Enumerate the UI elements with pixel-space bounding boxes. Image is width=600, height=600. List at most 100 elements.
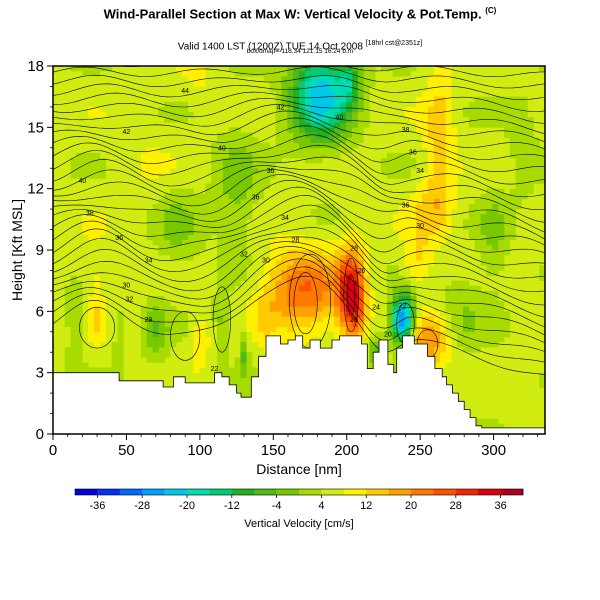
isentrope-line-1 (53, 266, 545, 363)
contour-labels: 44 42 40 38 42 40 36 34 36 40 36 36 38 34 30 36 28 28 32 34… (78, 88, 424, 373)
colorbar-swatch-6 (209, 489, 233, 495)
isentrope-line-19 (53, 125, 545, 172)
contour-label-text-28: 20 (384, 331, 392, 338)
contour-label-text-29: 22 (211, 366, 219, 373)
contour-label-text-20: 30 (262, 258, 270, 265)
colorbar-tick-label-0: -36 (89, 500, 105, 512)
contour-label-24: 24 (372, 305, 380, 312)
isentrope-line-20 (53, 117, 545, 160)
contour-label-10: 36 (252, 194, 260, 201)
velocity-band-4 (146, 66, 505, 379)
colorbar: -36 -28 -20 -12 -4 4 12 20 28 36 (74, 488, 524, 512)
colorbar-swatch-2 (119, 489, 143, 495)
x-tick-label-4: 200 (334, 442, 359, 459)
contour-label-16: 28 (291, 237, 299, 244)
colorbar-swatch-0 (75, 489, 98, 495)
contour-label-text-14: 30 (416, 223, 424, 230)
y-axis: 0 3 6 9 12 15 18 (27, 58, 53, 443)
isentrope-line-8 (53, 215, 545, 292)
velocity-band-15 (398, 311, 405, 327)
contour-label-text-13: 34 (281, 215, 289, 222)
contour-label-text-18: 32 (240, 252, 248, 259)
colorbar-tick-label-8: 28 (450, 500, 462, 512)
colorbar-swatch-18 (478, 489, 501, 495)
contour-label-9: 40 (78, 178, 86, 185)
colorbar-title: Vertical Velocity [cm/s] (244, 518, 353, 530)
velocity-band-9 (299, 260, 364, 327)
chart-subtitle-mark: [18hrl cst@2351z] (365, 40, 423, 47)
chart-title: Wind-Parallel Section at Max W: Vertical… (0, 6, 600, 21)
contour-label-text-16: 28 (291, 237, 299, 244)
colorbar-tick-label-1: -28 (134, 500, 150, 512)
contour-label-text-21: 26 (358, 268, 366, 275)
colorbar-frame (74, 488, 524, 496)
contour-label-text-6: 36 (409, 149, 417, 156)
contour-label-22: 30 (123, 282, 131, 289)
contour-label-text-15: 36 (115, 235, 123, 242)
velocity-band-1 (64, 66, 545, 434)
contour-label-20: 30 (262, 258, 270, 265)
y-tick-label-1: 3 (36, 365, 44, 382)
contour-label-text-12: 38 (86, 211, 94, 218)
y-tick-label-0: 0 (36, 426, 44, 443)
contour-label-29: 22 (211, 366, 219, 373)
contour-label-15: 36 (115, 235, 123, 242)
closed-contour-2 (212, 286, 231, 353)
x-tick-label-6: 300 (481, 442, 506, 459)
colorbar-swatch-19 (500, 489, 524, 495)
colorbar-tick-label-3: -12 (224, 500, 240, 512)
isentrope-line-18 (53, 134, 545, 185)
contour-label-17: 28 (350, 245, 358, 252)
isentrope-line-21 (53, 110, 545, 150)
terrain (53, 335, 545, 434)
contour-label-text-17: 28 (350, 245, 358, 252)
contour-label-text-23: 32 (125, 297, 133, 304)
isentrope-line-13 (53, 174, 545, 240)
x-axis-title: Distance [nm] (256, 461, 342, 477)
chart-subtitle-text: Valid 1400 LST (1200Z) TUE 14 Oct 2008 (177, 41, 363, 53)
colorbar-tick-label-9: 36 (494, 500, 506, 512)
colorbar-swatch-12 (343, 489, 367, 495)
colorbar-swatch-13 (366, 489, 389, 495)
y-tick-label-2: 6 (36, 303, 44, 320)
x-tick-label-5: 250 (408, 442, 433, 459)
contour-label-text-11: 36 (402, 203, 410, 210)
colorbar-swatch-14 (388, 489, 412, 495)
x-axis: 0 50 100 150 200 250 300 (49, 434, 539, 459)
colorbar-swatch-7 (231, 489, 255, 495)
contour-label-21: 26 (358, 268, 366, 275)
terrain-mask (53, 335, 545, 434)
contour-label-text-1: 42 (277, 104, 285, 111)
contour-label-text-27: 26 (350, 317, 358, 324)
contour-label-0: 44 (181, 88, 189, 95)
velocity-band-6 (269, 198, 440, 358)
contour-label-1: 42 (277, 104, 285, 111)
closed-contour-6 (347, 274, 356, 316)
isentrope-line-14 (53, 169, 545, 233)
isentrope-line-27 (53, 66, 545, 89)
contour-label-12: 38 (86, 211, 94, 218)
y-tick-label-4: 12 (27, 181, 44, 198)
contour-label-13: 34 (281, 215, 289, 222)
x-tick-label-1: 50 (118, 442, 135, 459)
closed-contour-0 (79, 306, 115, 349)
contour-label-text-22: 30 (123, 282, 131, 289)
contour-label-text-2: 40 (335, 115, 343, 122)
contour-label-5: 40 (218, 145, 226, 152)
isentrope-line-5 (53, 241, 545, 328)
isentrope-line-15 (53, 165, 545, 223)
contour-label-28: 20 (384, 331, 392, 338)
chart-subtitle-2: box/dmap=-118.34 121.15 16.24 b.m (246, 48, 354, 55)
contour-label-text-26: 28 (145, 317, 153, 324)
isentrope-line-11 (53, 186, 545, 254)
y-axis-title: Height [Kft MSL] (9, 199, 25, 301)
colorbar-tick-label-4: -4 (272, 500, 282, 512)
colorbar-swatch-1 (97, 489, 121, 495)
chart-title-mark: (C) (485, 6, 497, 15)
isentrope-line-24 (53, 91, 545, 124)
contour-label-6: 36 (409, 149, 417, 156)
y-tick-label-5: 15 (27, 119, 44, 136)
isentrope-line-12 (53, 180, 545, 246)
colorbar-tick-label-7: 20 (405, 500, 417, 512)
